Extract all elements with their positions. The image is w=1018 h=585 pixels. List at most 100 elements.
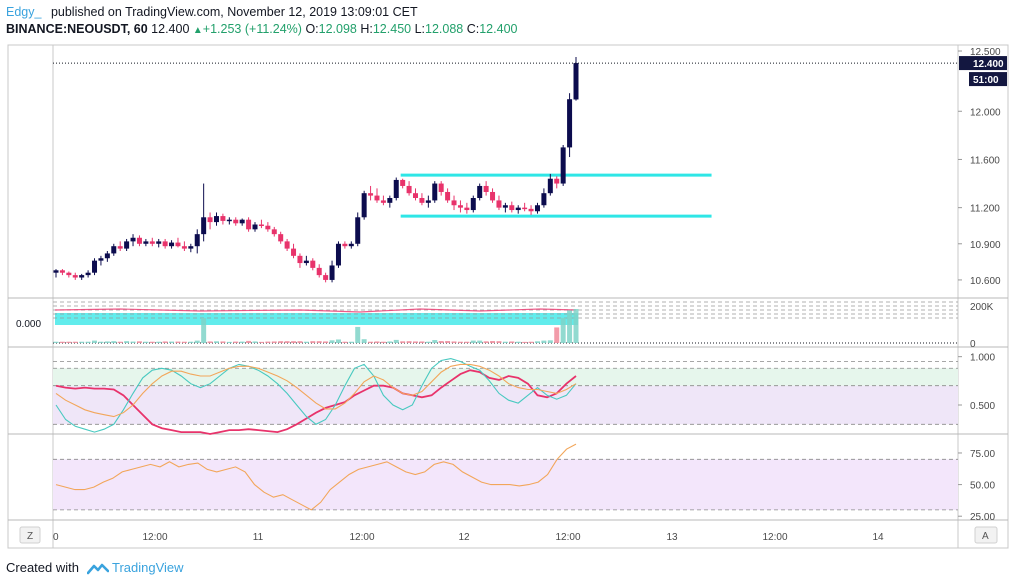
volume-bar — [284, 341, 290, 343]
volume-bar — [310, 341, 316, 343]
candle-body — [335, 243, 341, 266]
volume-bar — [98, 341, 104, 343]
candle-body — [156, 241, 162, 244]
candle-body — [464, 207, 470, 211]
candle-body — [130, 237, 136, 242]
volume-bar — [368, 341, 374, 343]
candle-body — [79, 275, 85, 278]
candle-body — [181, 246, 187, 249]
close-label: C: — [466, 22, 480, 36]
volume-bar — [541, 340, 547, 343]
volume-bar — [335, 339, 341, 343]
candle-body — [85, 272, 91, 276]
candle-body — [233, 219, 239, 224]
candle-body — [278, 234, 284, 242]
time-tick-label: 14 — [872, 532, 884, 543]
osc-series-line — [55, 443, 577, 511]
candle-body — [310, 260, 316, 268]
price-tick-label: 12.500 — [970, 47, 1001, 58]
volume-bar — [303, 341, 309, 343]
volume-bar — [79, 341, 85, 343]
candle-body — [252, 224, 258, 230]
candle-body — [515, 207, 521, 211]
candle-body — [59, 270, 65, 273]
volume-bar — [547, 340, 553, 343]
price-label-text: 12.400 — [973, 59, 1004, 70]
volume-bar — [425, 341, 431, 343]
candle-body — [98, 258, 104, 261]
last-price: 12.400 — [151, 22, 190, 36]
time-tick-label: 13 — [666, 532, 678, 543]
zoom-button-label: Z — [27, 531, 33, 542]
candle-body — [400, 179, 406, 186]
candle-body — [522, 207, 528, 210]
volume-bar — [316, 341, 322, 343]
candle-body — [534, 205, 540, 212]
volume-bar — [438, 341, 444, 343]
up-arrow-icon: ▲ — [192, 25, 203, 36]
candle-body — [143, 241, 149, 244]
volume-bar — [400, 341, 406, 343]
price-tick-label: 10.600 — [970, 276, 1001, 287]
volume-bar — [66, 341, 72, 343]
volume-bar — [342, 341, 348, 343]
time-tick-label: 12:00 — [555, 532, 580, 543]
volume-bar — [329, 340, 335, 343]
volume-bar — [567, 310, 573, 343]
volume-bar — [169, 341, 175, 343]
candle-body — [348, 243, 354, 247]
low-label: L: — [414, 22, 426, 36]
tradingview-brand[interactable]: TradingView — [112, 560, 184, 575]
candle-body — [291, 248, 297, 256]
auto-scale-button[interactable] — [974, 526, 998, 544]
volume-bar — [419, 341, 425, 343]
price-tick-label: 12.000 — [970, 107, 1001, 118]
osc-tick-label: 25.00 — [970, 512, 995, 523]
candle-body — [201, 217, 207, 235]
published-text: published on TradingView.com, November 1… — [50, 5, 418, 19]
volume-band — [55, 313, 578, 325]
candle-body — [496, 200, 502, 208]
author-name[interactable]: Edgy_ — [6, 5, 42, 19]
osc-series-line — [55, 369, 577, 435]
volume-bar — [53, 341, 59, 343]
candle-body — [226, 219, 232, 222]
volume-bar — [323, 341, 329, 343]
candle-body — [136, 237, 142, 244]
candle-body — [149, 241, 155, 244]
candle-body — [368, 193, 374, 196]
candle-body — [419, 198, 425, 203]
candle-body — [342, 243, 348, 247]
volume-bar — [213, 341, 219, 343]
candle-body — [393, 179, 399, 199]
publish-line: Edgy_ published on TradingView.com, Nove… — [6, 5, 418, 19]
change-value: +1.253 (+11.24%) — [202, 22, 302, 36]
candle-body — [303, 260, 309, 264]
volume-bar — [451, 341, 457, 343]
volume-bar — [258, 341, 264, 343]
zoom-button[interactable] — [19, 526, 41, 544]
osc-tick-label: 50.00 — [970, 481, 995, 492]
symbol-label: BINANCE:NEOUSDT, 60 — [6, 22, 148, 36]
volume-bar — [117, 341, 123, 343]
low-value: 12.088 — [425, 22, 464, 36]
volume-bar — [124, 341, 130, 343]
price-tick-label: 10.900 — [970, 240, 1001, 251]
volume-left-label: 0.000 — [16, 319, 41, 330]
close-value: 12.400 — [479, 22, 518, 36]
volume-bar — [380, 341, 386, 343]
time-tick-label: 12 — [458, 532, 470, 543]
candle-body — [502, 205, 508, 208]
volume-bar — [291, 341, 297, 343]
candle-body — [573, 63, 579, 100]
open-label: O: — [305, 22, 319, 36]
candle-body — [361, 193, 367, 218]
candle-body — [406, 185, 412, 194]
volume-bar — [297, 341, 303, 343]
volume-bar — [490, 341, 496, 343]
volume-bar — [220, 341, 226, 343]
price-tick-label: 11.600 — [970, 155, 1000, 166]
volume-bar — [534, 341, 540, 343]
candle-body — [239, 219, 245, 224]
